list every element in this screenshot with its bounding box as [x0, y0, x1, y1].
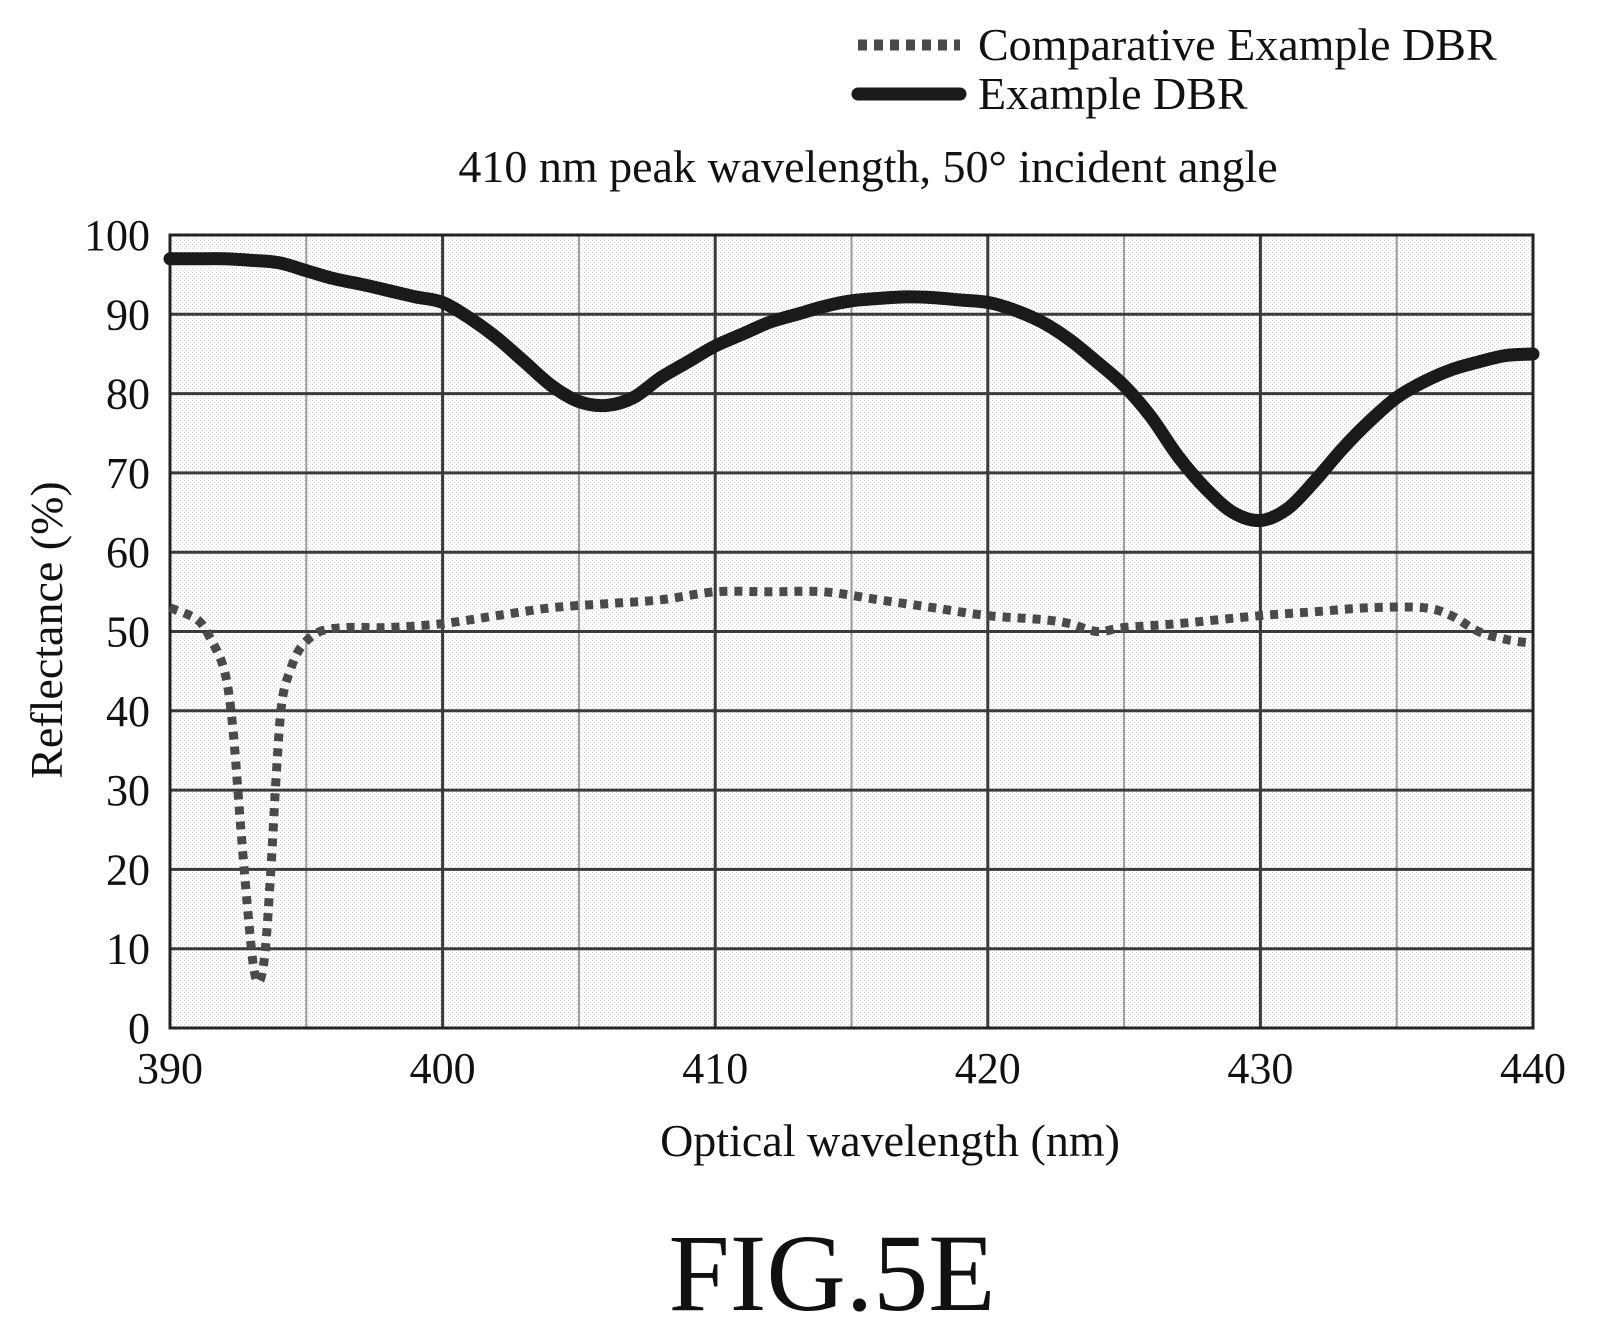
- y-tick-label: 30: [106, 766, 150, 815]
- legend-label-example-dbr: Example DBR: [978, 68, 1248, 119]
- chart-title: 410 nm peak wavelength, 50° incident ang…: [458, 141, 1277, 192]
- y-tick-label: 60: [106, 528, 150, 577]
- y-tick-label: 50: [106, 608, 150, 657]
- plot-frame: [168, 233, 1535, 1030]
- x-axis-label: Optical wavelength (nm): [660, 1115, 1120, 1166]
- y-tick-label: 40: [106, 687, 150, 736]
- x-tick-labels: 390 400 410 420 430 440: [137, 1044, 1566, 1093]
- x-tick-label: 410: [682, 1044, 748, 1093]
- x-tick-label: 400: [410, 1044, 476, 1093]
- y-tick-label: 70: [106, 449, 150, 498]
- legend-label-comparative-example-dbr: Comparative Example DBR: [978, 19, 1497, 70]
- y-tick-label: 0: [128, 1004, 150, 1053]
- series-layer: [163, 252, 1540, 987]
- x-tick-label: 390: [137, 1044, 203, 1093]
- x-tick-label: 440: [1500, 1044, 1566, 1093]
- x-tick-label: 420: [955, 1044, 1021, 1093]
- series-line-example-dbr: [163, 252, 1540, 528]
- y-tick-label: 100: [84, 211, 150, 260]
- y-axis-label: Reflectance (%): [21, 481, 72, 779]
- legend: Comparative Example DBR Example DBR: [851, 19, 1497, 119]
- series-line-comparative-example-dbr: [168, 586, 1534, 987]
- figure-label: FIG.5E: [669, 1212, 996, 1334]
- x-tick-label: 430: [1227, 1044, 1293, 1093]
- y-tick-label: 80: [106, 370, 150, 419]
- y-tick-label: 10: [106, 925, 150, 974]
- y-tick-labels: 0 10 20 30 40 50 60 70 80 90 100: [84, 211, 150, 1053]
- y-tick-label: 90: [106, 290, 150, 339]
- y-tick-label: 20: [106, 845, 150, 894]
